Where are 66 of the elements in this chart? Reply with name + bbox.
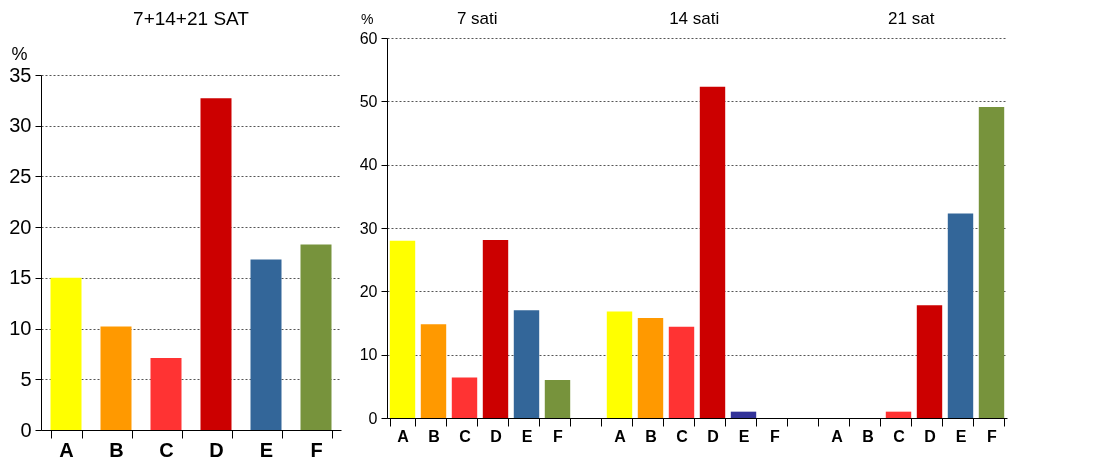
y-tick-label: 20 xyxy=(359,282,378,300)
x-tick-label: F xyxy=(987,427,998,445)
y-tick-label: 30 xyxy=(9,114,32,137)
bar xyxy=(947,213,974,418)
x-tick-label: A xyxy=(59,438,74,461)
x-tick-label: B xyxy=(428,427,440,445)
y-tick-label: 50 xyxy=(359,92,378,110)
bar xyxy=(978,107,1005,418)
x-tick-label: B xyxy=(862,427,874,445)
bar xyxy=(916,305,943,418)
bar xyxy=(389,240,416,418)
y-axis-title: % xyxy=(11,43,28,64)
x-tick-label: C xyxy=(159,438,174,461)
y-tick-label: 30 xyxy=(359,219,378,237)
y-tick-label: 15 xyxy=(9,266,32,289)
y-tick-label: 0 xyxy=(20,418,32,441)
x-tick-label: C xyxy=(459,427,472,445)
bar xyxy=(100,326,132,430)
bar xyxy=(606,311,633,418)
x-tick-label: A xyxy=(614,427,627,445)
bar xyxy=(637,317,664,418)
x-tick-label: D xyxy=(924,427,936,445)
x-tick-label: A xyxy=(397,427,410,445)
x-tick-label: F xyxy=(770,427,781,445)
x-tick-label: E xyxy=(259,438,274,461)
x-tick-label: C xyxy=(893,427,906,445)
bar xyxy=(451,377,478,418)
x-tick-label: C xyxy=(676,427,689,445)
bar xyxy=(250,259,282,430)
x-tick-label: E xyxy=(738,427,750,445)
y-tick-label: 40 xyxy=(359,156,378,174)
y-tick-label: 0 xyxy=(368,409,378,427)
x-tick-label: A xyxy=(831,427,844,445)
y-tick-label: 25 xyxy=(9,164,32,187)
y-tick-label: 35 xyxy=(9,63,32,86)
x-tick-label: F xyxy=(553,427,564,445)
bar xyxy=(482,240,509,418)
y-tick-label: 10 xyxy=(359,346,378,364)
x-tick-label: E xyxy=(955,427,967,445)
y-tick-label: 20 xyxy=(9,215,32,238)
bar xyxy=(885,411,912,418)
y-tick-label: 5 xyxy=(20,367,32,390)
bar xyxy=(730,411,757,418)
x-tick-label: B xyxy=(109,438,124,461)
y-axis-title: % xyxy=(361,10,374,27)
x-tick-label: F xyxy=(310,438,323,461)
x-tick-label: B xyxy=(645,427,657,445)
text: 21 sat xyxy=(888,9,935,28)
bar xyxy=(544,380,571,418)
bar xyxy=(50,277,82,430)
bar xyxy=(300,244,332,430)
bar xyxy=(150,357,182,430)
text: 7 sati xyxy=(456,9,498,28)
bar xyxy=(420,324,447,418)
bar xyxy=(200,98,232,430)
text: 14 sati xyxy=(669,9,720,28)
x-tick-label: E xyxy=(521,427,533,445)
bar xyxy=(668,326,695,418)
x-tick-label: D xyxy=(209,438,224,461)
y-tick-label: 60 xyxy=(359,29,378,47)
y-tick-label: 10 xyxy=(9,317,32,340)
x-tick-label: D xyxy=(490,427,502,445)
x-tick-label: D xyxy=(707,427,719,445)
chart-title: 7+14+21 SAT xyxy=(133,8,250,29)
bar xyxy=(699,86,726,418)
bar xyxy=(513,310,540,418)
